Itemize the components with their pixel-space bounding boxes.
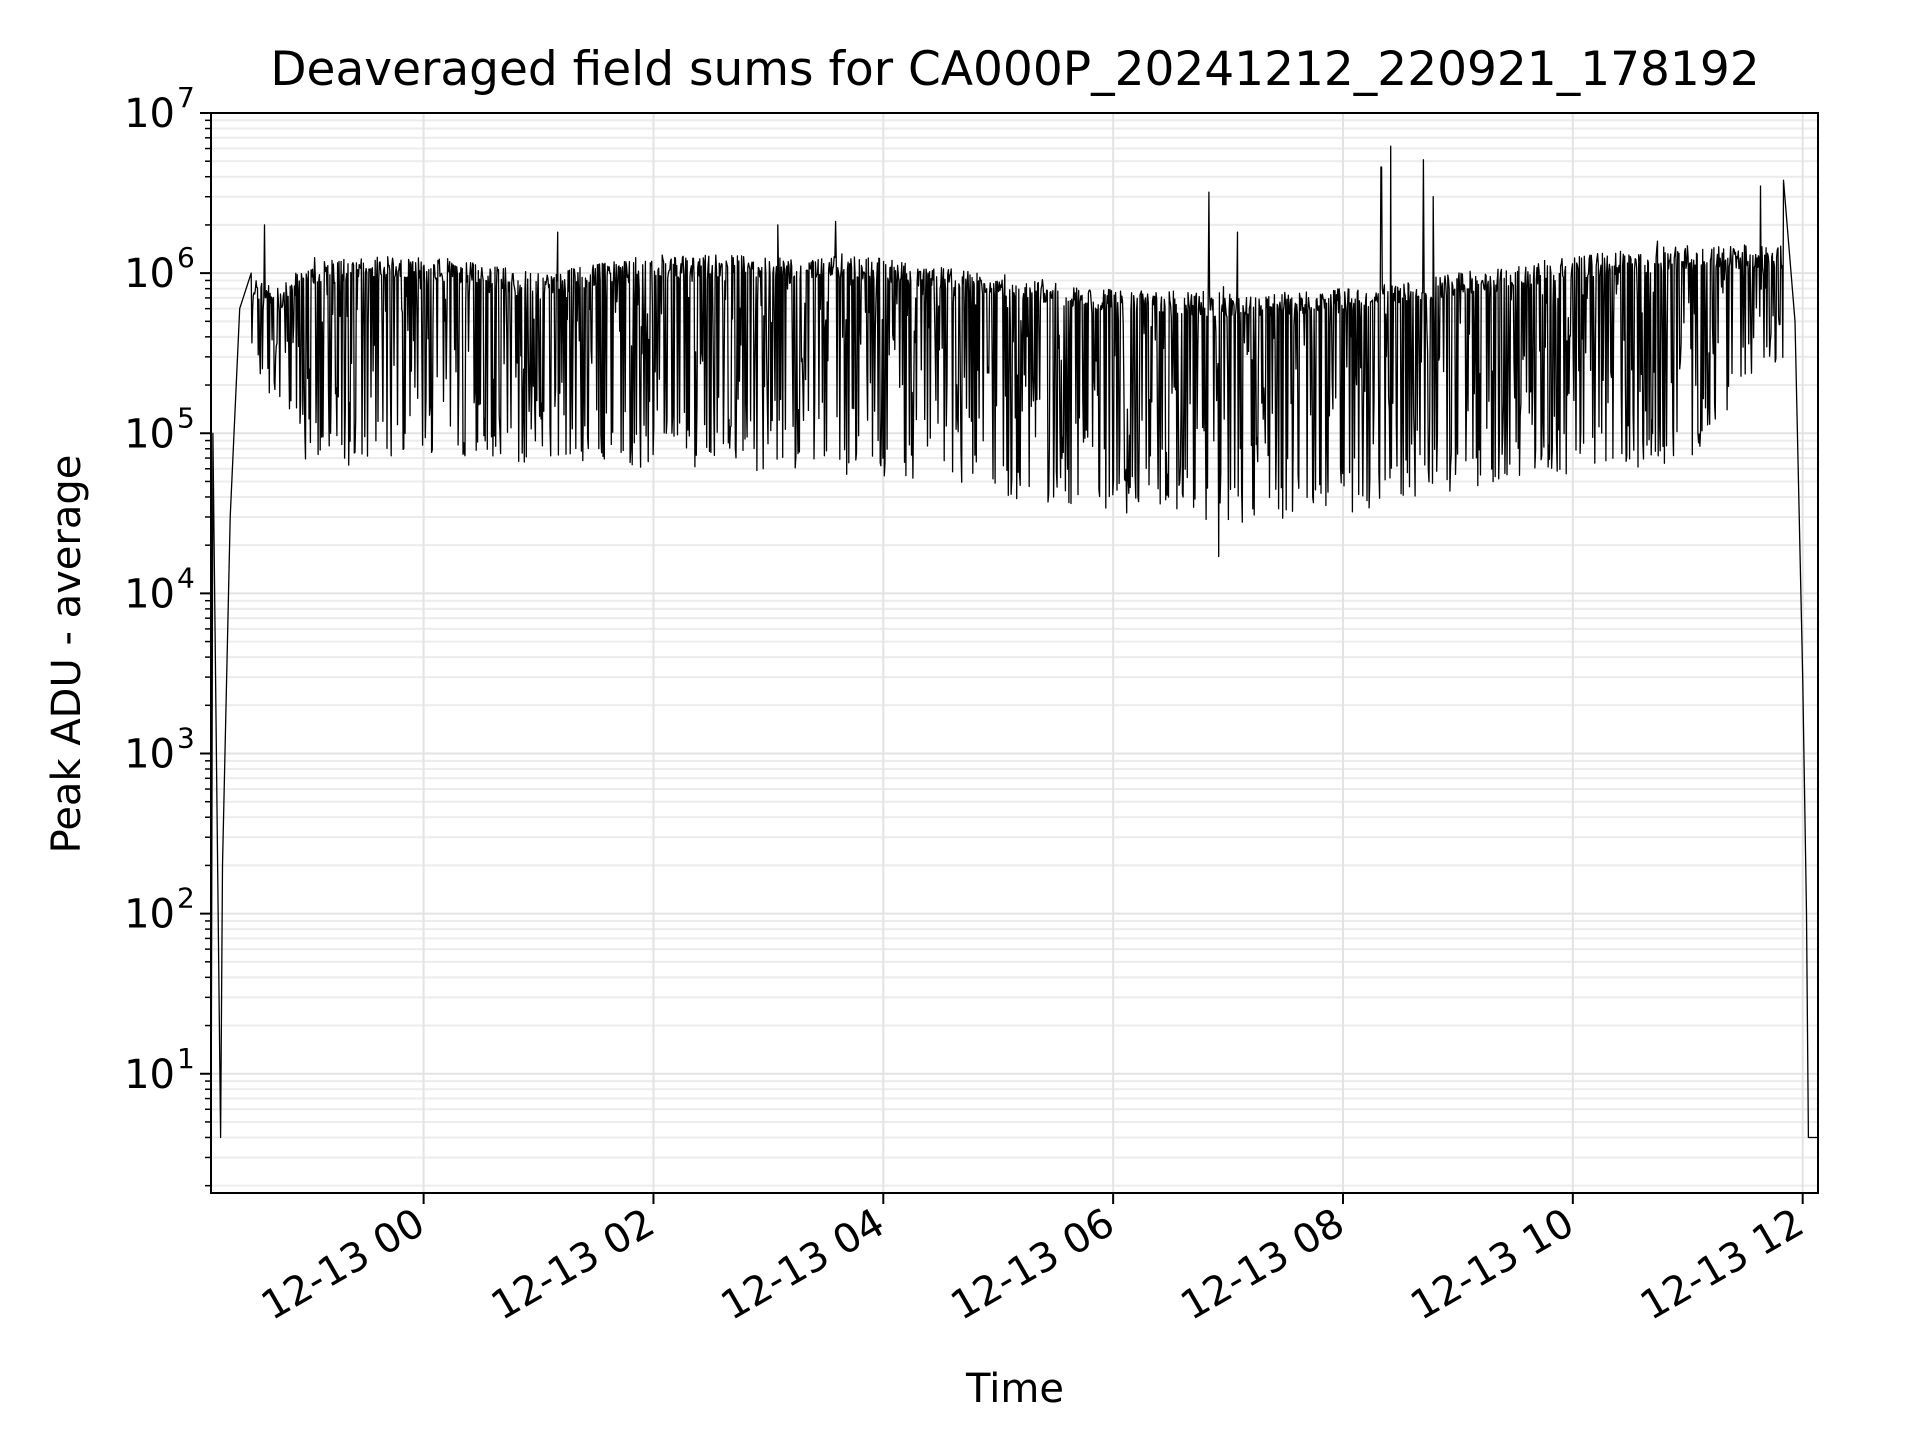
y-tick-label: 10 [124,91,175,137]
chart-title: Deaveraged field sums for CA000P_2024121… [270,42,1759,97]
y-tick-label: 10 [124,892,175,938]
y-tick-label: 10 [124,1052,175,1098]
y-tick-exponent: 6 [177,241,195,274]
y-tick-label: 10 [124,732,175,778]
y-tick-exponent: 2 [177,882,195,915]
y-tick-label: 10 [124,571,175,617]
series-line [210,145,1818,1186]
x-axis-label: Time [965,1366,1064,1412]
y-tick-exponent: 1 [177,1042,195,1075]
y-axis-label: Peak ADU - average [44,455,90,854]
y-tick-label: 10 [124,411,175,457]
tick-marks [200,112,1804,1204]
y-tick-exponent: 5 [177,401,195,434]
y-tick-exponent: 3 [177,722,195,755]
y-tick-exponent: 7 [177,81,195,114]
y-tick-exponent: 4 [177,561,195,594]
series-layer [210,145,1818,1186]
y-tick-label: 10 [124,251,175,297]
plot-frame [210,112,1819,1194]
